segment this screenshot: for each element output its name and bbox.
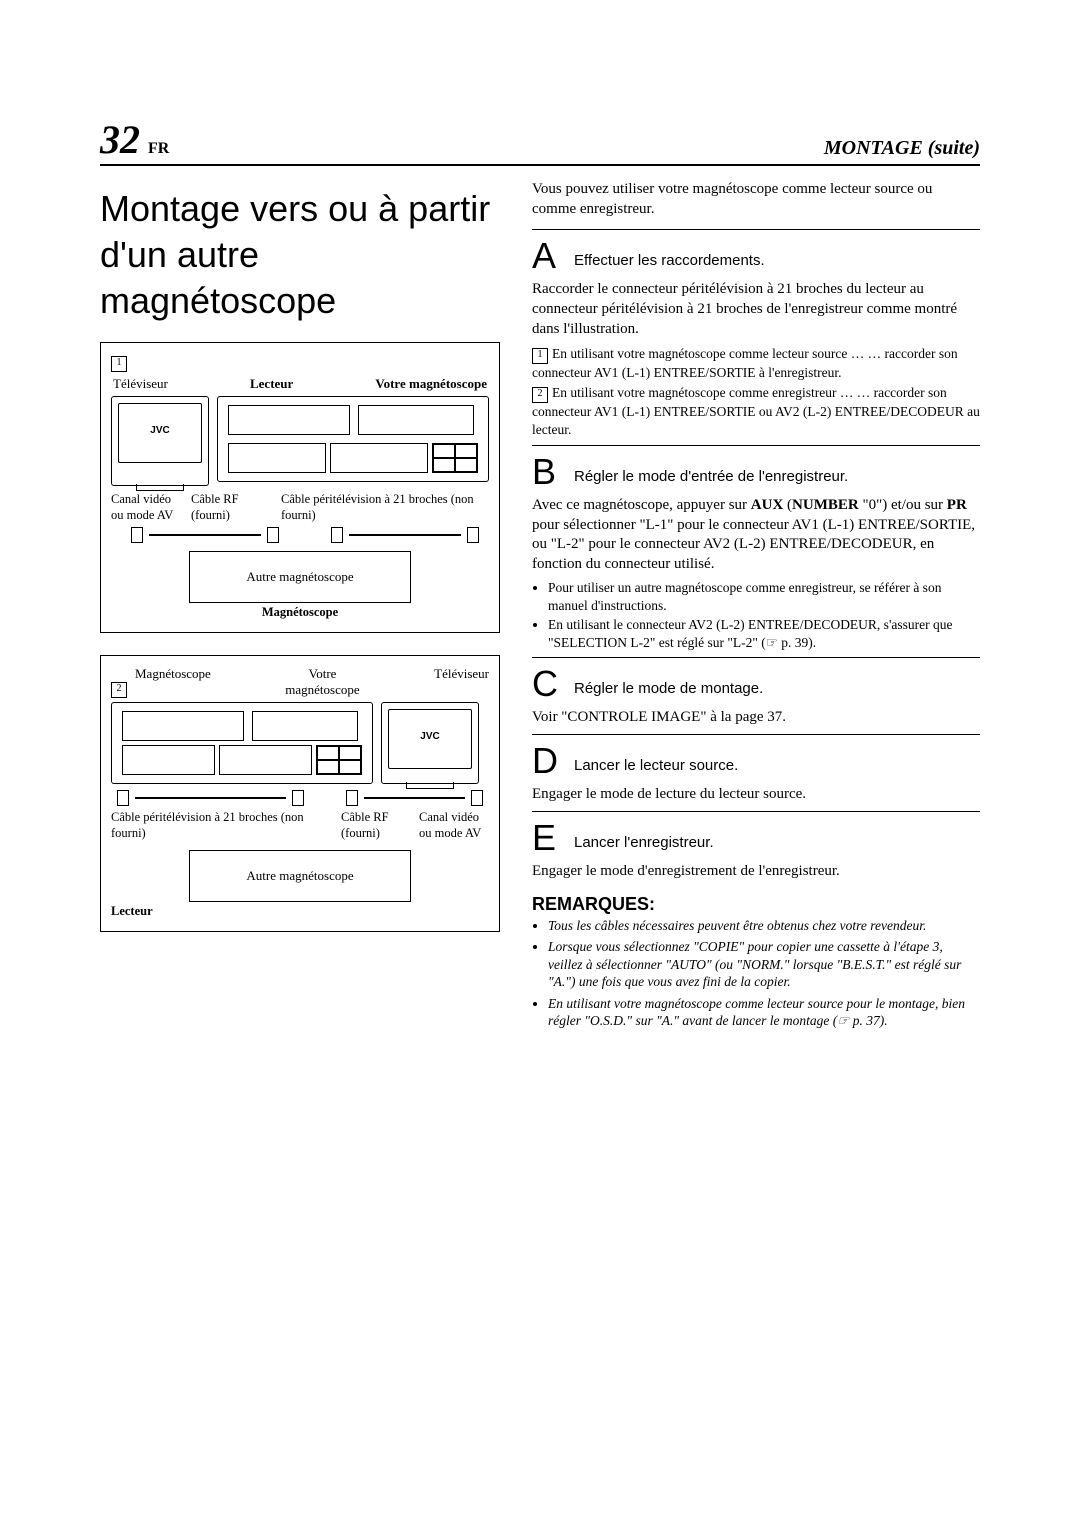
remark-2: Lorsque vous sélectionnez "COPIE" pour c…: [548, 938, 980, 991]
separator: [532, 657, 980, 658]
step-c-body: Voir "CONTROLE IMAGE" à la page 37.: [532, 708, 980, 728]
remarks-list: Tous les câbles nécessaires peuvent être…: [532, 917, 980, 1030]
vcr-icon-2: [111, 702, 373, 784]
step-b-body: Avec ce magnétoscope, appuyer sur AUX (N…: [532, 496, 980, 575]
diagram-1-number: 1: [111, 356, 127, 372]
your-vcr-label: Votre magnétoscope: [375, 376, 487, 392]
tv-icon: JVC: [111, 396, 209, 486]
step-b-letter: B: [532, 454, 562, 490]
cable-graphic-2: [117, 790, 483, 806]
step-b-bullet-1: Pour utiliser un autre magnétoscope comm…: [548, 579, 980, 614]
step-c-letter: C: [532, 666, 562, 702]
page-header: 32 FR MONTAGE (suite): [100, 120, 980, 166]
remark-1: Tous les câbles nécessaires peuvent être…: [548, 917, 980, 935]
page-number: 32 FR: [100, 120, 169, 160]
magnetoscope-caption-1: Magnétoscope: [111, 605, 489, 620]
channel-label-2: Canal vidéo ou mode AV: [419, 810, 489, 841]
reader-caption-2: Lecteur: [111, 904, 489, 919]
diagram-2-number: 2: [111, 682, 127, 698]
separator: [532, 811, 980, 812]
manual-page: 32 FR MONTAGE (suite) Montage vers ou à …: [0, 0, 1080, 1528]
other-vcr-2: Autre magnétoscope: [189, 850, 411, 902]
remark-3: En utilisant votre magnétoscope comme le…: [548, 995, 980, 1030]
step-d: D Lancer le lecteur source.: [532, 743, 980, 779]
page-title: Montage vers ou à partir d'un autre magn…: [100, 186, 500, 324]
rf-cable-label-2: Câble RF (fourni): [341, 810, 411, 841]
reader-label: Lecteur: [250, 376, 293, 392]
diagram-1-devices: JVC: [111, 396, 489, 486]
step-e: E Lancer l'enregistreur.: [532, 820, 980, 856]
step-d-title: Lancer le lecteur source.: [574, 743, 738, 774]
diagram-1-labels: Téléviseur Lecteur Votre magnétoscope: [113, 376, 487, 392]
channel-label: Canal vidéo ou mode AV: [111, 492, 181, 523]
separator: [532, 734, 980, 735]
left-column: Montage vers ou à partir d'un autre magn…: [100, 180, 500, 1034]
step-a-item-2-text: En utilisant votre magnétoscope comme en…: [532, 385, 980, 437]
jvc-logo-2: JVC: [382, 731, 478, 742]
step-a: A Effectuer les raccordements.: [532, 238, 980, 274]
box-1-icon: 1: [532, 348, 548, 364]
diagram-2-devices: JVC: [111, 702, 489, 784]
magnetoscope-label-2: Magnétoscope: [135, 666, 211, 698]
other-vcr-1: Autre magnétoscope: [189, 551, 411, 603]
content-columns: Montage vers ou à partir d'un autre magn…: [100, 180, 980, 1034]
right-column: Vous pouvez utiliser votre magnétoscope …: [532, 180, 980, 1034]
intro-text: Vous pouvez utiliser votre magnétoscope …: [532, 180, 980, 219]
step-a-item-1-text: En utilisant votre magnétoscope comme le…: [532, 346, 958, 380]
step-a-item-1: 1En utilisant votre magnétoscope comme l…: [532, 345, 980, 382]
rf-cable-label: Câble RF (fourni): [191, 492, 271, 523]
jvc-logo: JVC: [112, 425, 208, 436]
box-2-icon: 2: [532, 387, 548, 403]
step-b-title: Régler le mode d'entrée de l'enregistreu…: [574, 454, 848, 485]
step-e-body: Engager le mode d'enregistrement de l'en…: [532, 862, 980, 882]
step-a-title: Effectuer les raccordements.: [574, 238, 765, 269]
vcr-icon: [217, 396, 489, 482]
step-d-body: Engager le mode de lecture du lecteur so…: [532, 785, 980, 805]
diagram-1: 1 Téléviseur Lecteur Votre magnétoscope …: [100, 342, 500, 633]
step-b-bullet-2: En utilisant le connecteur AV2 (L-2) ENT…: [548, 616, 980, 651]
step-a-letter: A: [532, 238, 562, 274]
scart-cable-label-2: Câble péritélévision à 21 broches (non f…: [111, 810, 333, 841]
your-label: Votre: [309, 666, 337, 681]
remarks-heading: REMARQUES:: [532, 894, 980, 915]
tv-label: Téléviseur: [113, 376, 168, 392]
page-number-value: 32: [100, 117, 140, 162]
tv-icon-2: JVC: [381, 702, 479, 784]
step-b-bullets: Pour utiliser un autre magnétoscope comm…: [532, 579, 980, 651]
step-b: B Régler le mode d'entrée de l'enregistr…: [532, 454, 980, 490]
your-vcr-label-2: magnétoscope: [285, 682, 359, 697]
step-a-item-2: 2En utilisant votre magnétoscope comme e…: [532, 384, 980, 439]
cable-graphic-1: [131, 527, 479, 543]
page-language: FR: [148, 140, 169, 157]
step-c: C Régler le mode de montage.: [532, 666, 980, 702]
step-e-title: Lancer l'enregistreur.: [574, 820, 714, 851]
step-a-body: Raccorder le connecteur péritélévision à…: [532, 280, 980, 339]
scart-cable-label: Câble péritélévision à 21 broches (non f…: [281, 492, 489, 523]
step-e-letter: E: [532, 820, 562, 856]
separator: [532, 229, 980, 230]
diagram-2-cables: Câble péritélévision à 21 broches (non f…: [111, 810, 489, 841]
step-c-title: Régler le mode de montage.: [574, 666, 763, 697]
section-title: MONTAGE (suite): [824, 137, 980, 160]
diagram-2: 2 Magnétoscope Votre magnétoscope Télévi…: [100, 655, 500, 931]
tv-label-2: Téléviseur: [434, 666, 489, 698]
separator: [532, 445, 980, 446]
diagram-1-cables: Canal vidéo ou mode AV Câble RF (fourni)…: [111, 492, 489, 523]
step-d-letter: D: [532, 743, 562, 779]
